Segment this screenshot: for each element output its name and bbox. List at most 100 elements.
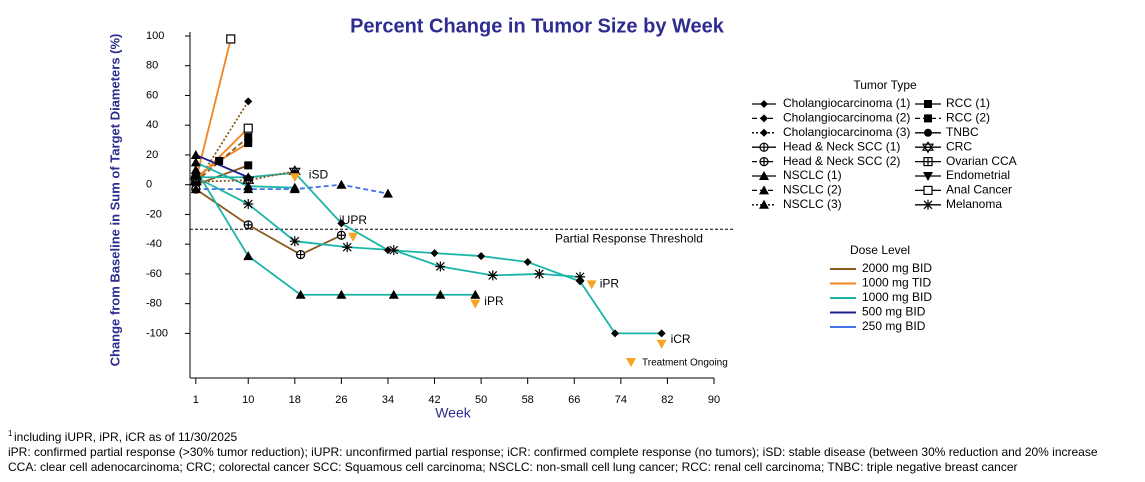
marker: [243, 123, 253, 133]
y-tick-label: -20: [146, 208, 162, 220]
marker: [190, 149, 201, 159]
marker: [523, 258, 532, 267]
legend-label: CRC: [946, 139, 972, 153]
legend-label: Anal Cancer: [946, 183, 1012, 197]
marker: [295, 289, 306, 299]
annotation-label: iPR: [484, 294, 504, 308]
marker: [215, 156, 224, 165]
marker: [243, 184, 254, 194]
marker: [189, 175, 202, 188]
x-tick-label: 66: [568, 394, 580, 406]
marker: [760, 128, 768, 137]
marker: [534, 268, 545, 279]
x-tick-label: 1: [193, 394, 199, 406]
marker: [477, 252, 486, 261]
x-tick-label: 26: [335, 394, 347, 406]
legend-label: NSCLC (1): [783, 168, 842, 182]
marker: [244, 161, 253, 170]
footnote: including iUPR, iPR, iCR as of 11/30/202…: [14, 430, 238, 444]
marker: [923, 199, 933, 210]
legend-label: 1000 mg TID: [862, 276, 931, 290]
threshold-label: Partial Response Threshold: [555, 231, 703, 245]
y-tick-label: 60: [146, 89, 158, 101]
legend-label: Ovarian CCA: [946, 154, 1017, 168]
marker: [923, 157, 933, 167]
marker: [190, 184, 201, 194]
marker: [388, 289, 399, 299]
marker: [759, 199, 769, 209]
x-tick-label: 34: [382, 394, 394, 406]
series-line: [195, 171, 662, 335]
x-tick-label: 82: [661, 394, 673, 406]
marker: [336, 289, 347, 299]
marker: [336, 179, 347, 189]
y-tick-label: -40: [146, 238, 162, 250]
marker: [924, 128, 932, 137]
marker: [296, 249, 306, 260]
marker: [243, 251, 254, 261]
marker: [342, 242, 353, 253]
footnote-marker: 1: [8, 429, 13, 438]
marker: [336, 230, 346, 240]
legend-label: RCC (2): [946, 111, 990, 125]
legend-title: Tumor Type: [853, 78, 917, 92]
series-line: [194, 38, 232, 181]
x-axis-label: Week: [435, 405, 472, 421]
marker: [435, 261, 446, 272]
y-tick-label: 0: [146, 179, 152, 191]
marker: [226, 34, 236, 44]
marker: [388, 245, 399, 256]
annotation-label: iSD: [309, 167, 329, 181]
annotation-label: iCR: [671, 332, 691, 346]
marker: [244, 133, 253, 142]
y-tick-label: 20: [146, 149, 158, 161]
marker: [337, 219, 346, 228]
x-tick-label: 74: [615, 394, 627, 406]
marker: [383, 246, 392, 255]
y-tick-label: 40: [146, 119, 158, 131]
marker: [921, 141, 935, 154]
legend-label: 1000 mg BID: [862, 290, 932, 304]
ongoing-label: Treatment Ongoing: [642, 358, 728, 369]
marker: [243, 199, 254, 210]
y-tick-label: -80: [146, 298, 162, 310]
marker: [923, 185, 933, 195]
marker: [611, 329, 620, 338]
marker: [760, 114, 768, 123]
legend-label: TNBC: [946, 125, 979, 139]
legend-label: 250 mg BID: [862, 319, 926, 333]
marker: [759, 142, 769, 152]
ongoing-marker: [626, 358, 636, 367]
marker: [657, 329, 666, 338]
x-tick-label: 90: [708, 394, 720, 406]
marker: [575, 271, 586, 282]
legend-label: Head & Neck SCC (2): [783, 154, 900, 168]
marker: [289, 236, 300, 247]
annotation-label: iUPR: [339, 213, 367, 227]
marker: [759, 157, 769, 167]
annotation-marker: [289, 173, 300, 183]
marker: [382, 188, 393, 198]
footnote: iPR: confirmed partial response (>30% tu…: [8, 445, 1098, 459]
annotation-marker: [586, 280, 597, 290]
marker: [470, 289, 481, 299]
marker: [576, 277, 585, 286]
marker: [243, 172, 254, 182]
marker: [289, 184, 300, 194]
legend-label: 500 mg BID: [862, 305, 926, 319]
chart-title: Percent Change in Tumor Size by Week: [350, 15, 725, 37]
legend-label: Head & Neck SCC (1): [783, 139, 900, 153]
marker: [244, 139, 253, 148]
legend-label: Cholangiocarcinoma (1): [783, 96, 910, 110]
annotation-marker: [656, 339, 667, 349]
x-tick-label: 58: [522, 394, 534, 406]
marker: [924, 100, 932, 108]
marker: [759, 185, 769, 195]
marker: [190, 157, 201, 167]
legend-label: RCC (1): [946, 96, 990, 110]
footnote: CCA: clear cell adenocarcinoma; CRC; col…: [8, 460, 1018, 474]
marker: [759, 171, 769, 180]
legend-label: Melanoma: [946, 197, 1002, 211]
marker: [923, 172, 933, 181]
